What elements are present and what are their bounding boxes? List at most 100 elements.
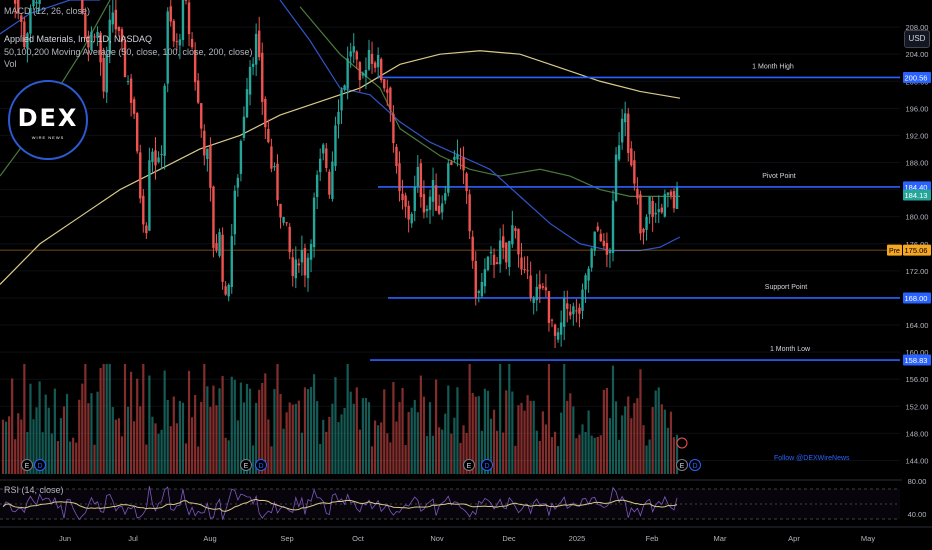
candle-body: [383, 79, 386, 89]
pre-tag: [887, 244, 902, 256]
candle-body: [322, 144, 325, 154]
level-label: Pivot Point: [762, 173, 796, 180]
candle-body: [38, 0, 41, 4]
moving-average-label[interactable]: 50,100,200 Moving Average (50, close, 10…: [4, 47, 253, 57]
price-tick-label: 148.00: [906, 429, 929, 438]
volume-bar: [303, 387, 307, 474]
volume-bar: [538, 440, 541, 474]
candle-body: [376, 54, 380, 68]
candle-body: [315, 174, 319, 197]
volume-bar: [419, 375, 422, 474]
candle-body: [630, 148, 633, 166]
candle-body: [416, 166, 419, 187]
candle-body: [672, 191, 676, 209]
volume-bar: [523, 410, 526, 474]
volume-bar: [511, 391, 514, 474]
candle-body: [352, 46, 355, 53]
volume-bar: [14, 439, 17, 474]
volume-bar: [87, 403, 90, 474]
candle-body: [251, 63, 255, 67]
candle-body: [230, 236, 233, 287]
candle-body: [508, 240, 511, 268]
volume-bar: [8, 416, 11, 474]
candle-body: [526, 270, 529, 272]
volume-bar: [224, 437, 227, 474]
logo-text: DEX: [17, 104, 79, 132]
candle-body: [35, 2, 38, 4]
candle-body: [569, 311, 572, 316]
volume-bar: [11, 378, 14, 474]
volume-bar: [215, 405, 218, 474]
volume-bar: [38, 381, 41, 474]
price-axis[interactable]: 144.00 148.00 152.00 156.00 160.00 164.00 168.…: [887, 0, 932, 550]
macd-label[interactable]: MACD (12, 26, close): [4, 6, 91, 16]
earnings-marker-icon: [676, 459, 688, 471]
volume-bar: [425, 436, 429, 474]
price-tick-label: 192.00: [906, 131, 929, 140]
volume-bar: [392, 382, 395, 474]
volume-bar: [111, 407, 114, 474]
candle-body: [486, 256, 490, 270]
candle-body: [203, 130, 206, 156]
currency-button[interactable]: USD: [904, 30, 930, 48]
volume-bar: [465, 432, 468, 474]
volume-bar: [44, 394, 47, 474]
time-axis[interactable]: Jun Jul Aug Sep Oct Nov Dec 2025 Feb Mar Apr May: [0, 526, 932, 543]
volume-bar: [309, 386, 313, 474]
candle-body: [346, 58, 349, 89]
candle-body: [462, 157, 465, 171]
price-tick-label: 208.00: [906, 23, 929, 32]
volume-bar: [602, 389, 605, 474]
volume-bar: [239, 382, 242, 474]
dividend-marker-icon: [481, 459, 493, 471]
volume-bar: [477, 396, 480, 474]
candle-body: [398, 163, 401, 192]
volume-bar: [105, 364, 108, 474]
volume-bar: [343, 407, 346, 474]
volume-bar: [563, 364, 566, 474]
volume-bar: [126, 406, 130, 474]
volume-bar: [102, 364, 105, 474]
candle-body: [395, 146, 398, 167]
candle-body: [675, 187, 679, 210]
volume-bar: [313, 374, 316, 474]
candle-body: [532, 298, 535, 303]
candle-body: [380, 59, 383, 81]
candle-body: [254, 33, 258, 65]
volume-bar: [81, 383, 84, 474]
candle-body: [620, 118, 624, 143]
volume-bar: [26, 432, 29, 474]
candle-body: [453, 156, 456, 160]
event-marker-label: E: [244, 463, 249, 470]
volume-bar: [32, 419, 35, 474]
volume-bar: [242, 402, 246, 474]
candle-body: [288, 226, 291, 253]
volume-bar: [471, 392, 474, 474]
candle-body: [489, 251, 493, 254]
volume-bar: [255, 402, 258, 474]
volume-label[interactable]: Vol: [4, 59, 17, 69]
price-tick-label: 188.00: [906, 159, 929, 168]
candle-body: [529, 275, 532, 298]
candle-body: [483, 269, 487, 287]
volume-bar: [114, 419, 117, 474]
symbol-title[interactable]: Applied Materials, Inc., 1D, NASDAQ: [4, 34, 153, 44]
candle-body: [200, 103, 203, 129]
volume-bar: [252, 445, 255, 474]
volume-bar: [123, 364, 127, 474]
price-tick-label: 152.00: [906, 402, 929, 411]
candle-body: [389, 87, 392, 110]
candle-body: [178, 39, 182, 46]
rsi-label[interactable]: RSI (14, close): [4, 485, 64, 495]
volume-bar: [566, 400, 569, 474]
volume-bar: [93, 444, 96, 474]
time-tick-label: May: [861, 534, 875, 543]
volume-bar: [191, 417, 194, 474]
volume-bar: [377, 425, 380, 474]
candle-body: [407, 205, 410, 220]
volume-bar: [526, 395, 529, 474]
candle-body: [608, 251, 612, 254]
candle-body: [145, 225, 148, 234]
